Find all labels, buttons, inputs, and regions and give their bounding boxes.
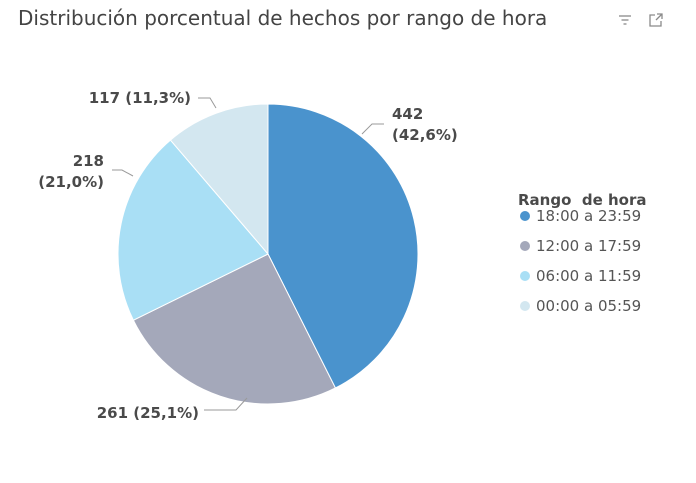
leader-line-1: [204, 397, 248, 411]
pie-slices: [117, 103, 419, 405]
data-label-3: 117 (11,3%): [89, 89, 191, 107]
legend-marker-3: [520, 301, 530, 311]
data-labels: 442 (42,6%) 261 (25,1%) 218 (21,0%) 117 (11,3…: [38, 89, 458, 422]
legend-title: Rango de hora: [518, 191, 646, 209]
leader-line-3: [198, 97, 217, 109]
chart-title: Distribución porcentual de hechos por ra…: [18, 6, 548, 30]
legend-item-0[interactable]: 18:00 a 23:59: [536, 207, 641, 225]
pie-slice-2[interactable]: [117, 139, 269, 321]
expand-icon[interactable]: [648, 12, 664, 28]
filter-icon[interactable]: [617, 12, 633, 28]
pie-slice-0[interactable]: [267, 103, 419, 389]
legend-marker-2: [520, 271, 530, 281]
legend-marker-0: [520, 211, 530, 221]
leader-line-2: [112, 169, 134, 177]
legend-item-1[interactable]: 12:00 a 17:59: [536, 237, 641, 255]
pie-slice-1[interactable]: [132, 253, 337, 405]
data-label-2-0: 218: [73, 152, 104, 170]
legend-marker-1: [520, 241, 530, 251]
data-label-0-0: 442: [392, 105, 423, 123]
data-label-1: 261 (25,1%): [97, 404, 199, 422]
data-label-2-1: (21,0%): [38, 173, 104, 191]
legend: Rango de hora 18:00 a 23:59 12:00 a 17:59…: [518, 191, 646, 315]
data-label-0-1: (42,6%): [392, 126, 458, 144]
legend-item-3[interactable]: 00:00 a 05:59: [536, 297, 641, 315]
pie-slice-3[interactable]: [169, 103, 269, 256]
leader-line-0: [361, 123, 384, 135]
legend-item-2[interactable]: 06:00 a 11:59: [536, 267, 641, 285]
